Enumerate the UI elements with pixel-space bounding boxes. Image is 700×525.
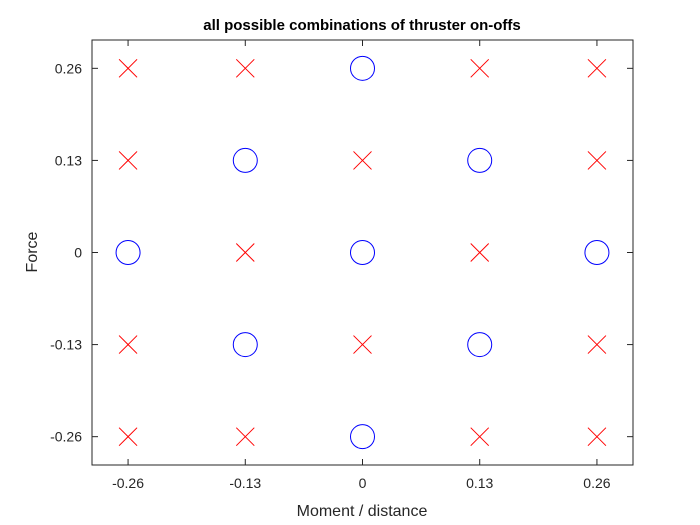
x-tick-label: -0.26 xyxy=(112,475,144,491)
x-marker-point xyxy=(353,335,372,354)
axis-ticks: -0.26 -0.13 0 0.13 0.26 -0.26 -0.13 0 0.13 0.26 xyxy=(50,40,633,491)
circle-marker-point xyxy=(350,424,375,450)
x-tick-label: 0.26 xyxy=(583,475,610,491)
circle-marker-point xyxy=(232,147,258,173)
circle-marker-point xyxy=(584,240,610,265)
x-marker-point xyxy=(587,335,607,354)
chart-title: all possible combinations of thruster on… xyxy=(203,17,521,34)
y-tick-label: -0.26 xyxy=(50,429,82,445)
x-marker-point xyxy=(118,151,138,170)
circle-marker-point xyxy=(350,55,375,81)
x-axis-label: Moment / distance xyxy=(297,503,428,520)
x-marker-point xyxy=(587,427,607,447)
x-marker-point xyxy=(118,335,138,354)
y-tick-label: 0 xyxy=(74,245,82,261)
circle-marker-point xyxy=(467,147,493,173)
x-marker-point xyxy=(235,243,255,262)
x-marker-point xyxy=(470,243,490,262)
plot-area xyxy=(91,39,634,466)
x-tick-label: -0.13 xyxy=(229,475,261,491)
circle-marker-point xyxy=(115,240,141,265)
x-marker-point xyxy=(353,151,372,170)
circle-marker-point xyxy=(350,240,375,265)
x-marker-point xyxy=(470,427,490,447)
x-tick-label: 0 xyxy=(359,475,367,491)
circle-marker-point xyxy=(232,332,258,358)
x-marker-point xyxy=(118,427,138,447)
y-axis-label: Force xyxy=(24,231,41,272)
x-marker-point xyxy=(235,427,255,447)
x-marker-point xyxy=(587,151,607,170)
x-marker-point xyxy=(235,58,255,78)
x-marker-point xyxy=(587,58,607,78)
y-tick-label: -0.13 xyxy=(50,337,82,353)
x-tick-label: 0.13 xyxy=(466,475,493,491)
data-marks xyxy=(115,55,610,450)
x-marker-point xyxy=(470,58,490,78)
y-tick-label: 0.26 xyxy=(55,60,82,76)
circle-marker-point xyxy=(467,332,493,358)
x-marker-point xyxy=(118,58,138,78)
y-tick-label: 0.13 xyxy=(55,152,82,168)
